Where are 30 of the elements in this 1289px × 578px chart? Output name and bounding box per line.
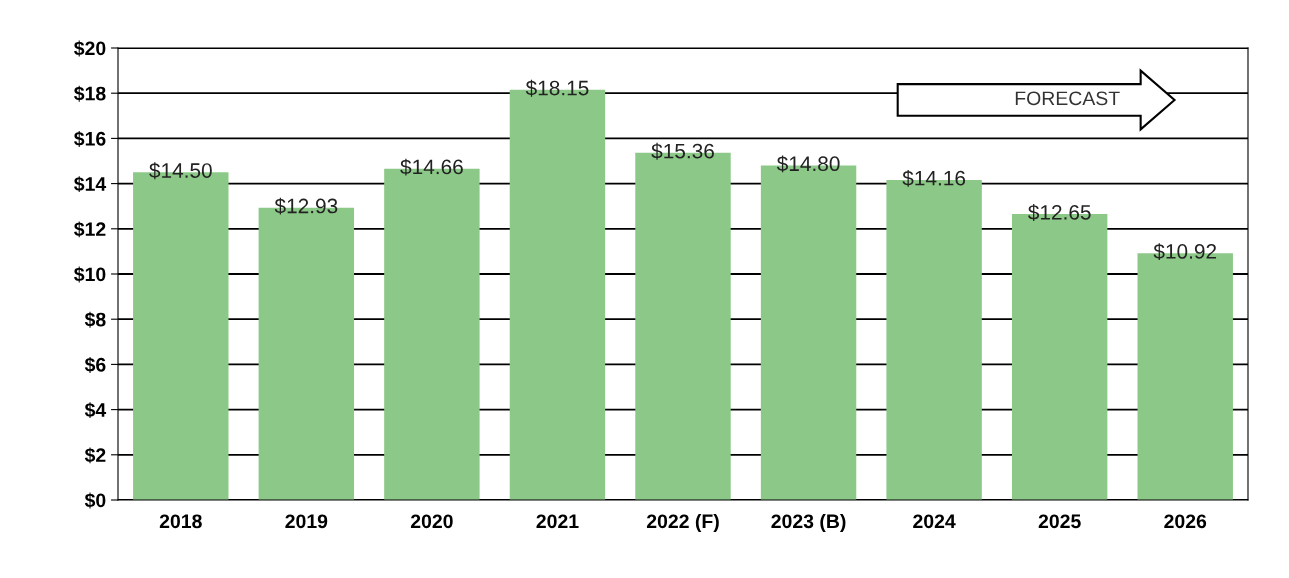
x-tick-label: 2025 (1038, 514, 1081, 529)
x-tick-label: 2023 (B) (771, 513, 846, 533)
x-tick-label: 2026 (1164, 514, 1207, 529)
x-tick-label: 2022 (F) (646, 513, 719, 533)
x-tick-label: 2024 (913, 514, 956, 529)
data-label: $12.93 (274, 197, 338, 215)
y-tick-label: $4 (84, 402, 107, 419)
x-tick-label: 2018 (159, 514, 202, 529)
data-label: $14.50 (149, 162, 212, 180)
x-tick-label: 2020 (410, 514, 453, 529)
data-label: $10.92 (1153, 243, 1217, 261)
x-tick-label: 2021 (536, 514, 579, 529)
y-tick-label: $8 (84, 311, 106, 328)
y-tick-label: $16 (74, 131, 106, 147)
y-tick-label: $2 (84, 447, 106, 464)
annotation: FORECAST (1015, 91, 1120, 106)
data-label: $14.16 (902, 169, 966, 187)
data-label: $15.36 (651, 142, 714, 160)
y-tick-label: $10 (74, 266, 106, 283)
y-tick-label: $18 (74, 85, 106, 102)
y-tick-label: $12 (74, 221, 106, 238)
x-tick-label: 2019 (285, 514, 328, 529)
y-tick-label: $14 (74, 176, 107, 193)
data-label: $18.15 (525, 79, 589, 97)
y-tick-label: $20 (74, 40, 106, 57)
data-label: $14.80 (776, 155, 840, 173)
y-tick-label: $0 (84, 492, 106, 509)
y-tick-label: $6 (84, 357, 106, 373)
data-label: $14.66 (400, 158, 463, 176)
data-label: $12.65 (1028, 204, 1091, 221)
